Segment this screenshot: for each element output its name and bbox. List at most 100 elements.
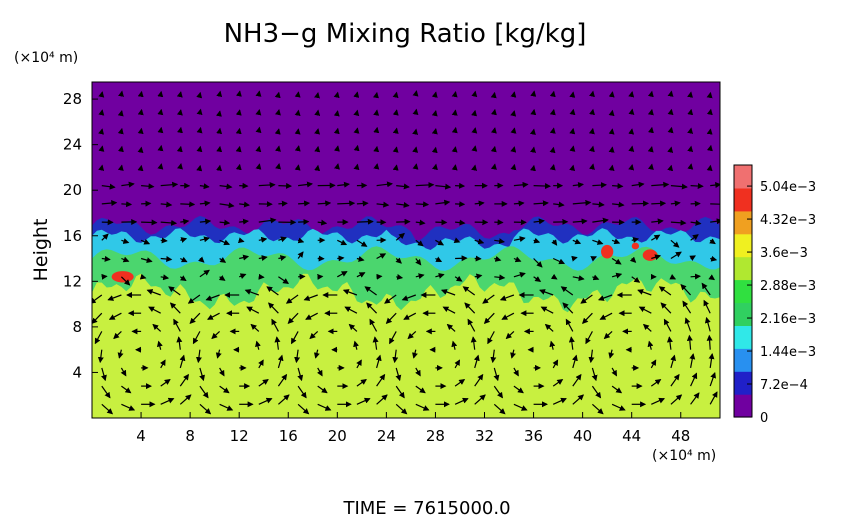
y-tick-label: 4 [72, 363, 82, 381]
wind-arrow [199, 385, 209, 399]
wind-arrow [533, 200, 549, 207]
wind-arrow [373, 126, 380, 134]
wind-arrow [510, 349, 516, 359]
wind-arrow [372, 336, 379, 350]
wind-arrow [337, 200, 356, 207]
wind-arrow [415, 367, 421, 377]
x-unit-label: (×10⁴ m) [652, 448, 716, 464]
wind-arrow [628, 91, 635, 98]
wind-arrow [704, 316, 711, 332]
wind-arrow [544, 323, 554, 332]
wind-arrow [396, 274, 404, 280]
wind-arrow [670, 394, 683, 405]
wind-arrow [549, 90, 556, 98]
wind-arrow [446, 323, 456, 332]
wind-arrow [565, 318, 574, 332]
wind-arrow [470, 336, 477, 350]
wind-arrow [396, 201, 410, 208]
wind-arrow [275, 163, 282, 170]
wind-arrow [572, 394, 585, 405]
colorbar-segment [734, 187, 752, 212]
wind-arrow [442, 306, 456, 314]
wind-arrow [376, 373, 386, 387]
wind-arrow [369, 318, 378, 332]
wind-arrow [686, 334, 693, 350]
wind-arrow [651, 254, 662, 261]
x-tick-label: 48 [671, 427, 690, 445]
wind-arrow [591, 403, 604, 415]
wind-arrow [490, 127, 497, 134]
wind-arrow [297, 367, 304, 382]
wind-arrow [690, 234, 699, 241]
colorbar-tick-label: 2.88e−3 [760, 279, 816, 294]
wind-arrow [235, 109, 242, 116]
wind-arrow [549, 340, 556, 350]
wind-arrow [353, 340, 359, 350]
wind-arrow [237, 237, 245, 244]
wind-arrow [560, 286, 574, 296]
wind-arrow [690, 273, 701, 280]
wind-arrow [611, 403, 626, 411]
wind-arrow [709, 391, 718, 405]
wind-arrow [118, 90, 124, 97]
wind-arrow [356, 256, 365, 262]
wind-arrow [667, 126, 674, 134]
wind-arrow [552, 359, 559, 369]
wind-arrow [290, 331, 299, 345]
colorbar-segment [734, 325, 752, 349]
wind-arrow [687, 145, 694, 153]
wind-arrow [473, 354, 480, 369]
wind-arrow [549, 108, 556, 116]
wind-arrow [235, 145, 242, 153]
wind-arrow [708, 353, 715, 368]
wind-arrow [464, 302, 476, 314]
colorbar-segment [734, 394, 752, 418]
wind-arrow [494, 255, 502, 262]
wind-arrow [180, 256, 188, 263]
wind-arrow [513, 256, 522, 263]
wind-arrow [451, 126, 458, 134]
wind-arrow [211, 330, 221, 340]
wind-arrow [160, 237, 168, 244]
wind-arrow [376, 273, 383, 280]
hot-spot [631, 242, 640, 250]
wind-arrow [612, 183, 624, 190]
wind-arrow [278, 394, 290, 405]
chart-title: NH3−g Mixing Ratio [kg/kg] [224, 19, 587, 49]
wind-arrow [701, 282, 711, 296]
wind-arrow [510, 127, 517, 134]
wind-arrow [160, 274, 170, 281]
wind-arrow [107, 294, 122, 301]
wind-arrow [706, 108, 713, 116]
wind-arrow [513, 236, 526, 243]
wind-arrow [513, 181, 529, 188]
wind-arrow [275, 109, 281, 116]
wind-arrow [160, 397, 175, 405]
wind-arrow [274, 336, 281, 350]
wind-arrow [490, 108, 497, 116]
wind-arrow [219, 403, 234, 411]
x-tick-label: 32 [475, 427, 494, 445]
wind-arrow [356, 359, 362, 369]
wind-arrow [157, 108, 164, 116]
wind-arrow [513, 200, 525, 207]
wind-arrow [628, 145, 635, 152]
wind-arrow [152, 323, 162, 332]
wind-arrow [415, 403, 430, 411]
wind-arrow [642, 323, 652, 332]
wind-arrow [454, 379, 466, 387]
wind-arrow [533, 218, 545, 225]
x-axis: 4 8 12 16 20 24 28 32 36 40 44 48 [136, 412, 690, 445]
wind-arrow [533, 258, 543, 268]
wind-arrow [180, 218, 190, 225]
wind-arrow [550, 273, 558, 280]
x-tick-label: 20 [328, 427, 347, 445]
wind-arrow [454, 275, 463, 282]
wind-arrow [169, 302, 181, 314]
wind-arrow [706, 334, 713, 350]
wind-arrow [219, 183, 233, 190]
wind-arrow [572, 373, 582, 387]
wind-arrow [384, 294, 397, 304]
wind-arrow [199, 367, 205, 382]
wind-arrow [687, 127, 694, 134]
